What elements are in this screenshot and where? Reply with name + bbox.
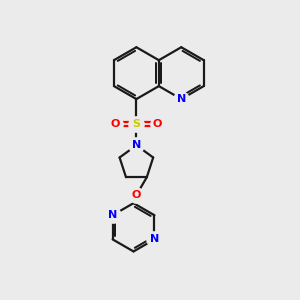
Text: O: O <box>132 190 141 200</box>
Text: O: O <box>153 119 162 129</box>
Text: O: O <box>110 119 120 129</box>
Text: N: N <box>177 94 186 104</box>
Text: S: S <box>132 119 140 129</box>
Text: N: N <box>132 140 141 150</box>
Text: N: N <box>150 234 159 244</box>
Text: N: N <box>108 210 117 220</box>
